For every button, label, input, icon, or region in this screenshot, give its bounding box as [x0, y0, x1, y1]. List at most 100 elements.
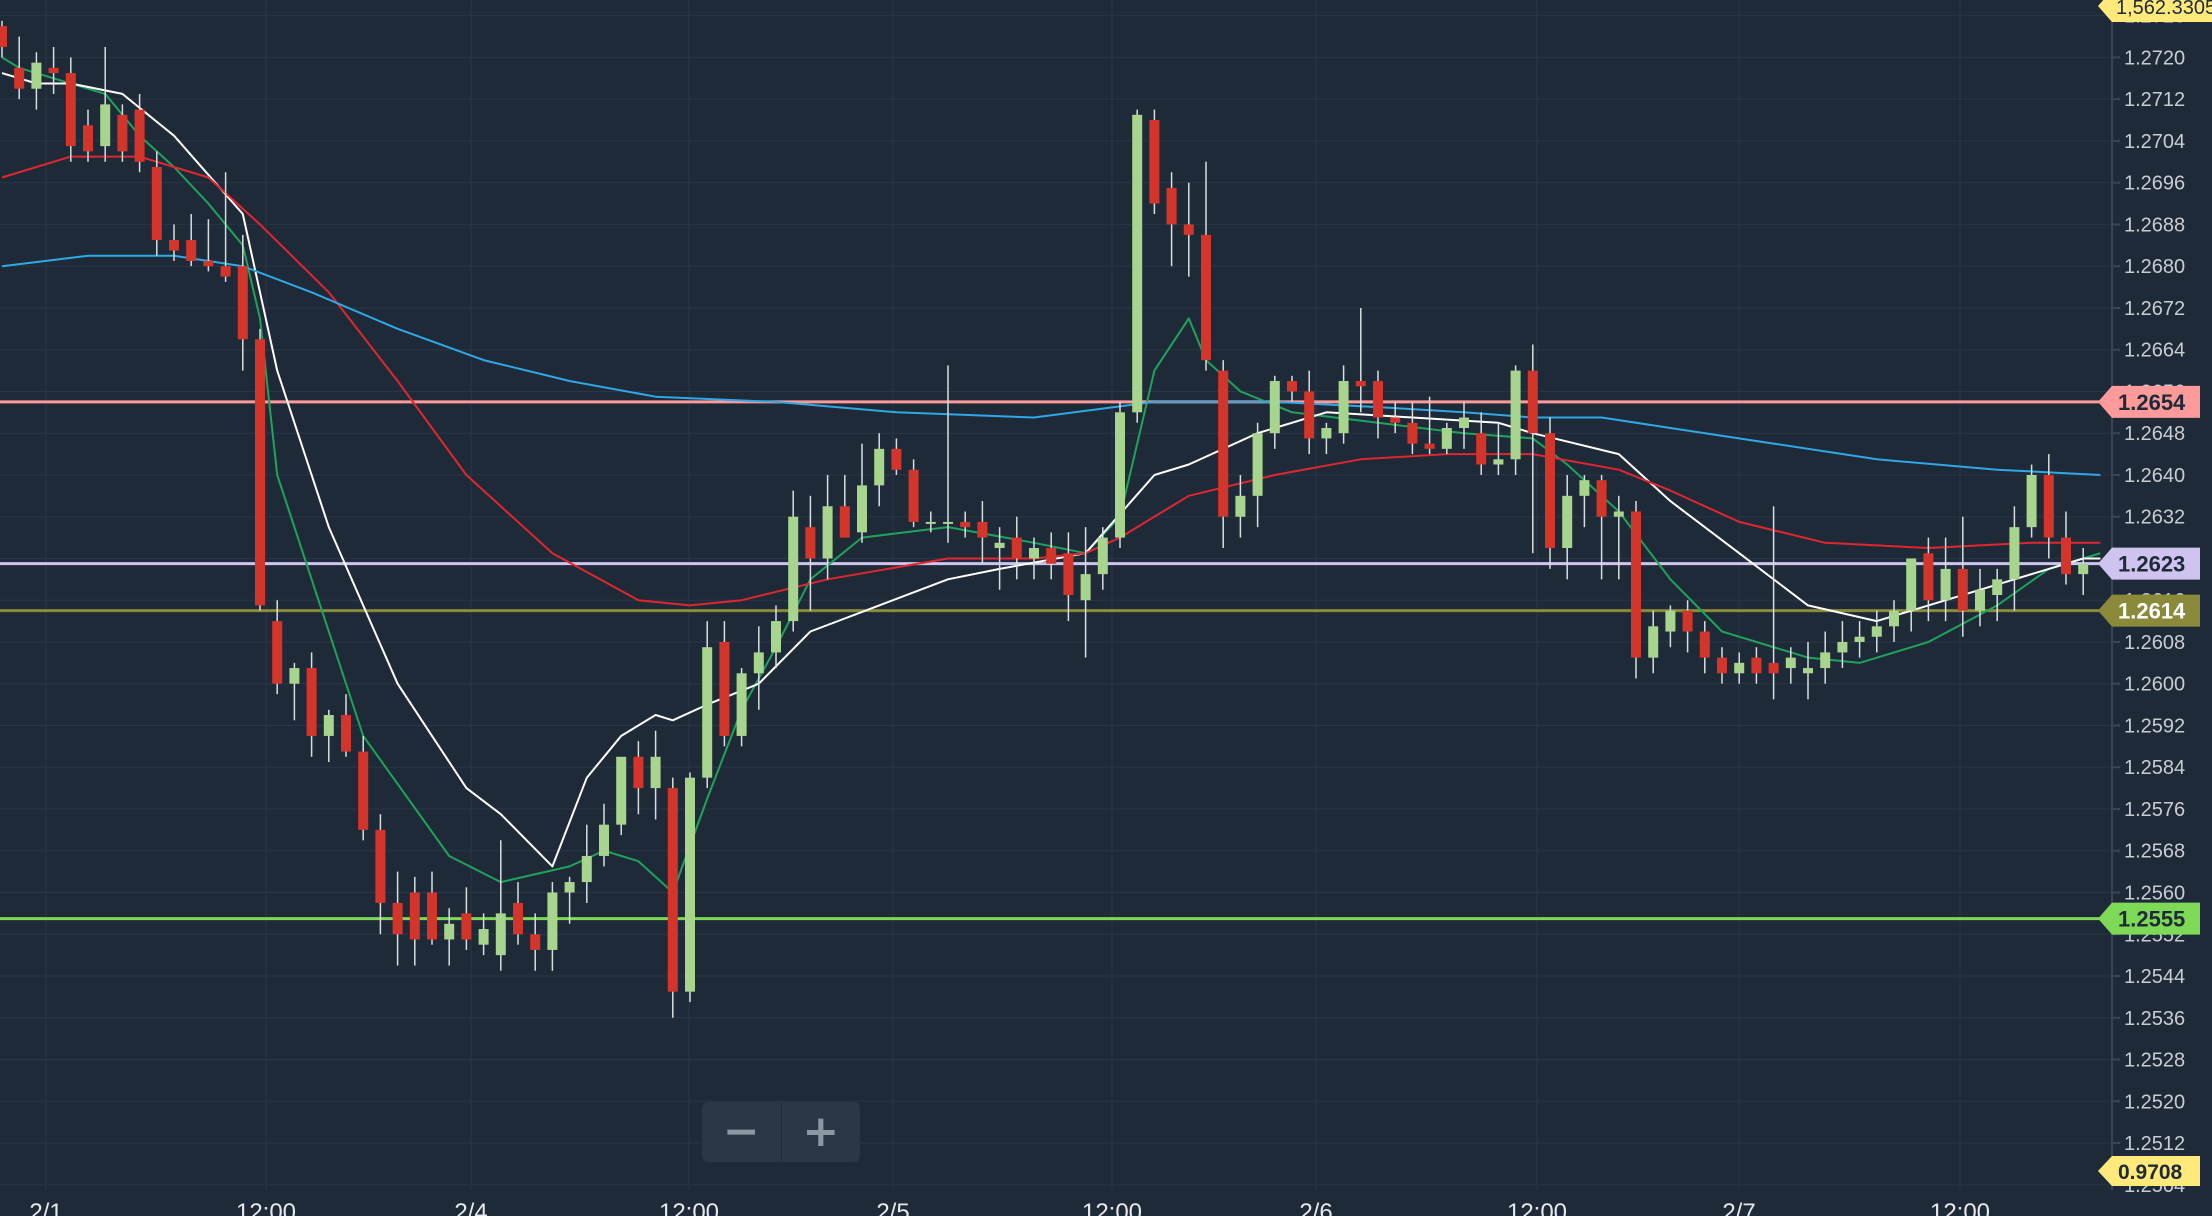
candle: [753, 626, 764, 710]
price-line-badge: 1.2614: [2098, 594, 2200, 627]
y-tick-label: 1.2600: [2124, 674, 2185, 696]
candle-body-up: [685, 777, 695, 992]
candle: [1390, 401, 1401, 434]
candle: [771, 605, 781, 669]
candle-body-down: [461, 913, 472, 940]
x-tick-label: 12:00: [1930, 1199, 1990, 1216]
candle: [650, 730, 661, 820]
y-tick-label: 1.2544: [2124, 966, 2185, 988]
y-tick-label: 1.2584: [2124, 757, 2185, 779]
candle-body-down: [65, 73, 76, 147]
candle: [186, 213, 197, 267]
y-tick-label: 1.2568: [2124, 841, 2185, 863]
y-tick-label: 1.2520: [2124, 1091, 2185, 1113]
candle: [1373, 370, 1383, 439]
candle-body-up: [2026, 474, 2037, 528]
candle: [1441, 422, 1452, 455]
price-badge-label: 1.2623: [2118, 552, 2185, 577]
candle-body-up: [1029, 548, 1039, 559]
candle: [427, 871, 437, 945]
candle-body-down: [83, 125, 93, 152]
candle-body-down: [633, 756, 644, 789]
candle-body-down: [530, 934, 541, 950]
candle-body-up: [323, 715, 334, 736]
candle: [1682, 600, 1693, 653]
x-tick-label: 2/6: [1299, 1199, 1332, 1216]
candle: [1751, 647, 1762, 684]
candle: [1734, 652, 1745, 684]
zoom-out-button[interactable]: −: [702, 1102, 782, 1162]
candle: [1510, 365, 1521, 475]
y-tick-label: 1.2536: [2124, 1008, 2185, 1030]
candle-body-up: [1854, 636, 1865, 642]
candle-body-up: [1097, 537, 1108, 575]
candle-body-up: [2009, 527, 2020, 580]
price-badge-shape: [2098, 902, 2200, 935]
price-line-badge: 1.2555: [2098, 902, 2200, 935]
candle: [1854, 621, 1865, 658]
candle-body-down: [237, 266, 248, 340]
candle-body-down: [14, 67, 25, 89]
candle: [1545, 417, 1555, 569]
candle-body-down: [805, 527, 816, 559]
candle-body-down: [1304, 391, 1315, 439]
candle-body-up: [1785, 657, 1796, 669]
candle-body-down: [1390, 417, 1401, 423]
candle: [358, 735, 369, 841]
candle-body-down: [1699, 631, 1710, 658]
candle: [478, 913, 489, 956]
candle-body-up: [444, 923, 455, 940]
candle-body-up: [994, 542, 1005, 549]
candle-body-up: [1906, 558, 1917, 611]
candle-body-down: [255, 339, 265, 606]
candle-body-up: [822, 506, 833, 559]
candle-body-down: [341, 715, 351, 752]
candle: [2009, 506, 2020, 611]
candle-body-up: [1992, 579, 2003, 595]
bottom-badge-label: 0.9708: [2118, 1161, 2183, 1184]
candle-body-down: [1545, 433, 1555, 549]
candle: [1476, 412, 1487, 475]
candle: [1527, 344, 1538, 554]
candle: [1252, 422, 1263, 528]
price-line-badge: 1.2623: [2098, 547, 2200, 580]
candle-body-up: [1321, 427, 1332, 439]
candle: [100, 46, 111, 162]
candle-body-up: [1252, 433, 1263, 496]
candle-body-down: [513, 902, 523, 935]
candle-body-down: [667, 788, 678, 992]
candle-body-up: [788, 516, 799, 622]
x-tick-label: 2/5: [876, 1199, 909, 1216]
candle-body-up: [547, 892, 558, 950]
candle-body-down: [2043, 474, 2054, 538]
candle-body-down: [169, 240, 179, 251]
candle: [1613, 495, 1624, 580]
time-axis[interactable]: 2/1 12:00 2/4 12:00 2/5 12:00 2/6 12:00 2/7 12:00: [29, 1199, 1990, 1216]
candle-body-up: [1889, 610, 1899, 627]
candle-body-down: [48, 67, 59, 74]
y-tick-label: 1.2696: [2124, 173, 2185, 195]
candle-body-down: [117, 114, 128, 152]
candle: [220, 172, 231, 282]
candle-body-down: [719, 641, 730, 736]
candle: [788, 490, 799, 632]
candle-body-up: [874, 448, 885, 486]
candle-body-down: [306, 668, 317, 736]
y-tick-label: 1.2576: [2124, 799, 2185, 821]
candle-body-down: [1527, 370, 1538, 434]
candle: [1321, 422, 1332, 455]
candle: [891, 438, 902, 475]
candle-body-up: [599, 824, 609, 856]
candle: [702, 621, 713, 789]
candle: [1115, 401, 1125, 549]
zoom-in-button[interactable]: +: [802, 1106, 840, 1157]
candle-body-down: [1201, 234, 1211, 361]
candle-body-down: [839, 506, 850, 538]
candle: [1201, 161, 1211, 371]
x-tick-label: 2/7: [1722, 1199, 1755, 1216]
candle-body-up: [943, 521, 953, 524]
price-badge-label: 1.2614: [2118, 599, 2186, 624]
candle: [1665, 605, 1676, 648]
candle-body-down: [908, 469, 919, 522]
